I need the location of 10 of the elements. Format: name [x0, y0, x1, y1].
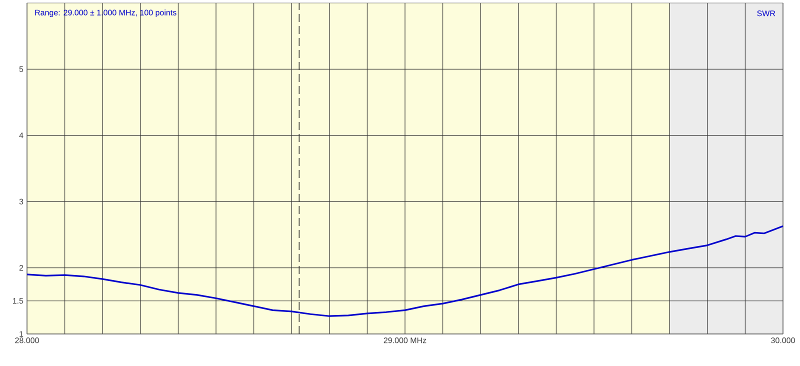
x-tick-label: 28.000 [15, 338, 39, 344]
y-tick-label: 2 [19, 264, 24, 271]
x-tick-label: 29.000 MHz [384, 338, 426, 344]
y-tick-label: 1 [20, 331, 24, 337]
y-tick-label: 5 [19, 66, 24, 72]
y-tick-label: 1.5 [12, 298, 24, 304]
text: SWR [757, 10, 776, 16]
x-tick-label: 30.000 [771, 338, 795, 344]
y-tick-label: 3 [19, 198, 24, 204]
y-tick-label: 4 [19, 132, 24, 138]
